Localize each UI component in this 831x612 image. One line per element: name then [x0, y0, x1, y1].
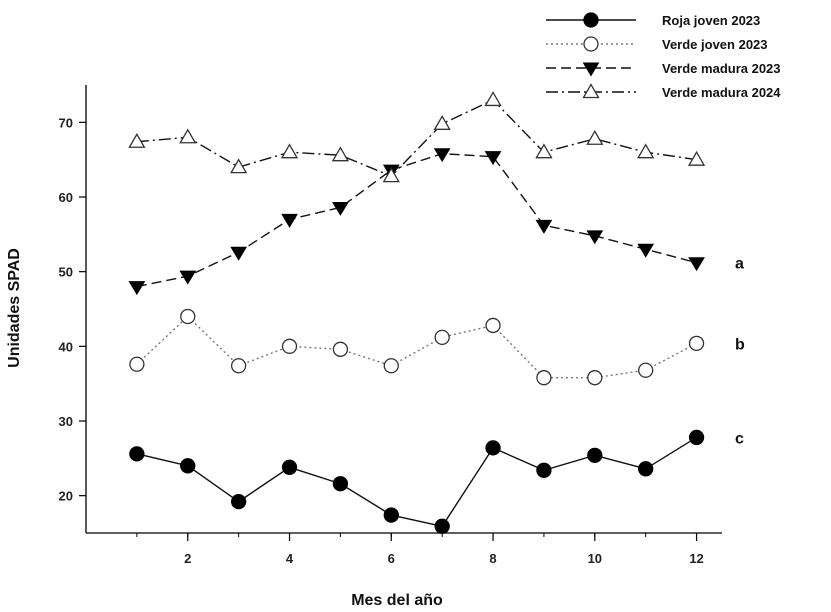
group-label: a — [735, 256, 744, 273]
series-line — [136, 152, 697, 288]
data-point — [587, 370, 603, 386]
data-point — [230, 493, 247, 510]
data-point — [586, 129, 604, 145]
series-line — [136, 99, 697, 177]
y-tick-label: 20 — [59, 489, 73, 504]
data-point — [535, 219, 553, 234]
data-point — [180, 458, 196, 474]
data-point — [332, 201, 349, 216]
data-point — [637, 143, 655, 159]
data-point — [129, 356, 145, 372]
data-point — [485, 440, 501, 456]
data-point — [332, 341, 349, 357]
data-point — [433, 148, 451, 163]
x-tick-label: 12 — [689, 551, 703, 566]
data-point — [637, 243, 655, 258]
data-point — [382, 167, 400, 183]
x-tick-label: 10 — [588, 551, 602, 566]
series-line — [136, 315, 697, 379]
data-point — [688, 335, 705, 351]
axes: 2 4 6 8 10 12 20 30 40 50 60 70 — [59, 85, 722, 566]
data-point — [433, 115, 451, 130]
data-point — [434, 329, 450, 346]
series-2 — [129, 308, 705, 386]
data-point — [638, 362, 654, 378]
data-point — [280, 143, 299, 159]
data-point — [281, 459, 298, 475]
data-point — [484, 151, 502, 166]
x-axis-title: Mes del año — [351, 592, 443, 609]
data-point — [281, 213, 298, 228]
y-tick-label: 70 — [59, 115, 73, 130]
legend-marker — [582, 62, 600, 77]
series-1 — [129, 429, 705, 534]
data-point — [281, 338, 298, 354]
data-point — [230, 158, 248, 174]
x-tick-label: 2 — [184, 551, 191, 566]
y-tick-label: 30 — [59, 414, 73, 429]
data-point — [179, 128, 197, 144]
legend-label: Roja joven 2023 — [662, 13, 760, 28]
data-point — [383, 358, 399, 374]
y-tick-label: 50 — [59, 265, 73, 280]
data-point — [331, 146, 350, 162]
y-axis-title: Unidades SPAD — [6, 248, 23, 368]
group-labels: c b a — [735, 256, 745, 448]
data-point — [230, 358, 247, 374]
legend: Roja joven 2023 Verde joven 2023 Verde mad… — [546, 12, 781, 100]
x-tick-label: 8 — [489, 551, 496, 566]
data-point — [485, 317, 501, 334]
series-4 — [128, 91, 706, 183]
data-point — [536, 370, 552, 386]
series-line — [136, 436, 697, 528]
y-tick-label: 40 — [59, 339, 73, 354]
data-point — [129, 446, 145, 462]
data-point — [687, 150, 706, 166]
series-3 — [128, 148, 705, 296]
series-layer — [128, 91, 706, 534]
data-point — [535, 143, 553, 159]
data-point — [179, 270, 197, 285]
data-point — [484, 91, 502, 107]
data-point — [332, 476, 349, 492]
data-point — [536, 462, 552, 478]
legend-label: Verde joven 2023 — [662, 37, 768, 52]
legend-marker — [582, 83, 600, 99]
data-point — [180, 308, 196, 325]
group-label: c — [735, 430, 744, 447]
data-point — [230, 246, 248, 261]
legend-label: Verde madura 2023 — [662, 61, 781, 76]
legend-marker — [583, 36, 599, 52]
data-point — [587, 447, 603, 463]
data-point — [586, 230, 604, 245]
x-tick-label: 6 — [388, 551, 395, 566]
group-label: b — [735, 336, 745, 353]
data-point — [688, 429, 705, 446]
data-point — [688, 257, 705, 272]
data-point — [128, 132, 146, 148]
data-point — [434, 518, 450, 534]
y-tick-label: 60 — [59, 190, 73, 205]
data-point — [128, 281, 146, 296]
data-point — [638, 461, 654, 477]
x-tick-label: 4 — [286, 551, 294, 566]
legend-marker — [583, 12, 599, 28]
data-point — [383, 507, 399, 523]
legend-label: Verde madura 2024 — [662, 85, 781, 100]
